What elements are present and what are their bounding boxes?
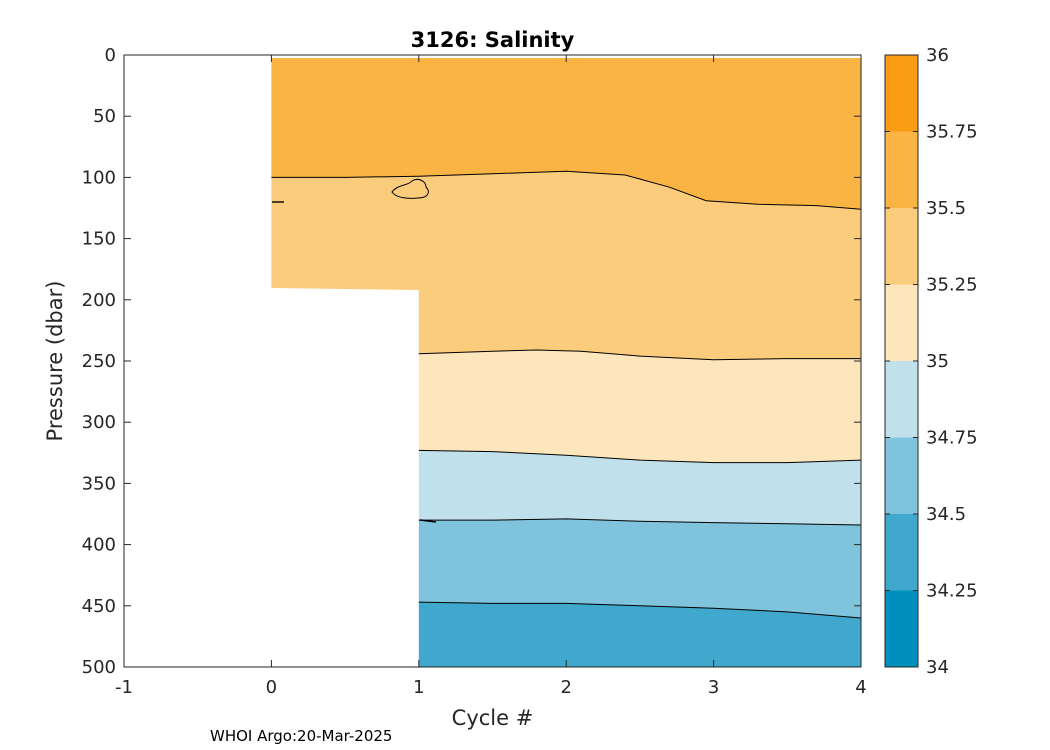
band-34.5-34.75 (418, 518, 861, 618)
colorbar-swatch (885, 514, 918, 591)
colorbar-swatch (885, 131, 918, 208)
colorbar-swatch (885, 361, 918, 438)
band-34.25-34.5 (418, 602, 861, 667)
contour-line-35 (418, 449, 862, 464)
y-tick-label: 300 (82, 412, 116, 433)
y-tick-label: 450 (82, 596, 116, 617)
chart-title: 3126: Salinity (411, 28, 575, 52)
colorbar-swatch (885, 437, 918, 514)
x-tick-label: -1 (115, 677, 133, 698)
colorbar-tick-label: 34 (926, 657, 949, 678)
footer-stamp: WHOI Argo:20-Mar-2025 (210, 727, 392, 745)
y-tick-label: 0 (105, 45, 116, 66)
x-tick-label: 0 (266, 677, 277, 698)
x-tick-label: 2 (560, 677, 571, 698)
colorbar-tick-label: 36 (926, 45, 949, 66)
contour-blob (391, 178, 429, 199)
colorbar-tick-label: 35 (926, 351, 949, 372)
x-tick-label: 4 (855, 677, 866, 698)
colorbar-swatch (885, 590, 918, 667)
colorbar-swatch (885, 55, 918, 132)
x-tick-label: 1 (413, 677, 424, 698)
colorbar-tick-label: 34.5 (926, 504, 966, 525)
band-35.5-35.75 (271, 58, 861, 210)
x-axis: -1 0 1 2 3 4 (115, 55, 867, 698)
y-tick-label: 500 (82, 657, 116, 678)
contour-line-layer (271, 170, 862, 619)
x-axis-label: Cycle # (452, 706, 534, 730)
y-tick-label: 200 (82, 290, 116, 311)
colorbar-tick-label: 34.25 (926, 581, 978, 602)
contour-line-34.5 (418, 601, 862, 619)
y-axis-label: Pressure (dbar) (43, 281, 67, 442)
colorbar: 34 34.25 34.5 34.75 35 35.25 35.5 35.75 36 (884, 45, 978, 678)
colorbar-swatch (885, 208, 918, 285)
contour-line-35.25 (418, 349, 861, 361)
y-tick-label: 100 (82, 167, 116, 188)
contour-line-34.75 (418, 518, 862, 526)
y-tick-label: 350 (82, 473, 116, 494)
y-axis: 0 50 100 150 200 250 300 350 400 450 500 (82, 45, 861, 678)
colorbar-tick-label: 35.5 (926, 198, 966, 219)
y-tick-label: 400 (82, 535, 116, 556)
y-tick-label: 150 (82, 229, 116, 250)
contour-line-35.5 (271, 170, 862, 210)
y-tick-label: 50 (93, 106, 116, 127)
x-tick-label: 3 (708, 677, 719, 698)
colorbar-tick-label: 35.25 (926, 275, 978, 296)
contour-fill-layer (271, 58, 861, 667)
y-tick-label: 250 (82, 351, 116, 372)
band-34.75-35 (418, 450, 861, 525)
band-35.25-35.5 (271, 171, 861, 360)
colorbar-tick-label: 35.75 (926, 122, 978, 143)
band-35-35.25 (418, 350, 861, 463)
colorbar-tick-label: 34.75 (926, 428, 978, 449)
colorbar-swatch (885, 284, 918, 361)
